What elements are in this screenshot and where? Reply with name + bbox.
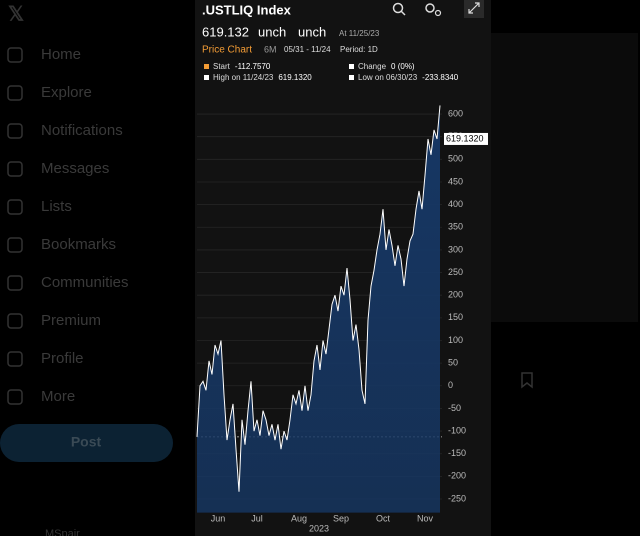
y-tick-label: -150 [448, 448, 466, 458]
x-tick-label: Sep [333, 513, 349, 523]
settings-icon-small[interactable] [434, 9, 442, 17]
y-tick-label: 300 [448, 244, 463, 254]
stat-swatch [349, 64, 354, 69]
nav-icon[interactable] [7, 275, 23, 291]
y-tick-label: 400 [448, 199, 463, 209]
stat-value: -112.7570 [235, 62, 271, 71]
stat-swatch [204, 75, 209, 80]
stat-label: Start [213, 62, 231, 71]
stat-label: Change [358, 62, 387, 71]
y-tick-label: 200 [448, 290, 463, 300]
nav-icon[interactable] [7, 313, 23, 329]
nav-item[interactable]: Premium [41, 312, 101, 329]
stat-swatch [349, 75, 354, 80]
area [197, 105, 440, 513]
x-axis-label: 2023 [309, 523, 329, 533]
nav-item[interactable]: Bookmarks [41, 236, 116, 253]
nav-icon[interactable] [7, 351, 23, 367]
collapse-icon[interactable] [468, 2, 480, 14]
nav-item[interactable]: Messages [41, 160, 109, 177]
y-tick-label: 0 [448, 380, 453, 390]
pct-change: unch [298, 24, 326, 39]
y-tick-label: -200 [448, 471, 466, 481]
collapse-button[interactable] [464, 0, 484, 18]
as-of: At 11/25/23 [339, 29, 380, 38]
search-icon-handle[interactable] [400, 10, 406, 16]
x-tick-label: Jul [251, 513, 263, 523]
nav-item[interactable]: Communities [41, 274, 129, 291]
nav-icon[interactable] [7, 161, 23, 177]
nav-icon[interactable] [7, 85, 23, 101]
value-label: 619.1320 [446, 133, 484, 143]
nav-icon[interactable] [7, 199, 23, 215]
x-tick-label: Oct [376, 513, 391, 523]
value-label-box [444, 132, 488, 145]
x-tick-label: Nov [417, 513, 434, 523]
y-tick-label: 350 [448, 222, 463, 232]
nav-icon[interactable] [7, 47, 23, 63]
x-logo: 𝕏 [8, 3, 24, 25]
y-tick-label: 50 [448, 358, 458, 368]
bookmark-icon[interactable] [521, 372, 533, 389]
stat-label: High on 11/24/23 [213, 73, 274, 82]
y-tick-label: -50 [448, 403, 461, 413]
post-button-label[interactable]: Post [71, 434, 102, 450]
account-name[interactable]: MSpair [45, 528, 80, 536]
range: 6M [264, 44, 277, 54]
settings-icon[interactable] [425, 3, 435, 13]
nav-item[interactable]: Notifications [41, 122, 123, 139]
y-tick-label: -100 [448, 425, 466, 435]
background-panel [490, 33, 638, 322]
nav-icon[interactable] [7, 237, 23, 253]
period: Period: 1D [340, 45, 378, 54]
nav-item[interactable]: More [41, 388, 75, 405]
chart-title: .USTLIQ Index [202, 2, 292, 17]
last-price: 619.132 [202, 24, 249, 39]
net-change: unch [258, 24, 286, 39]
stat-label: Low on 06/30/23 [358, 73, 418, 82]
stat-value: 619.1320 [278, 73, 312, 82]
stat-value: -233.8340 [422, 73, 459, 82]
nav-item[interactable]: Explore [41, 84, 92, 101]
post-button[interactable] [0, 424, 173, 462]
line [196, 105, 441, 492]
y-tick-label: 150 [448, 312, 463, 322]
nav-item[interactable]: Lists [41, 198, 72, 215]
stat-swatch [204, 64, 209, 69]
x-tick-label: Jun [211, 513, 226, 523]
x-tick-label: Aug [291, 513, 307, 523]
nav-item[interactable]: Home [41, 46, 81, 63]
nav-item[interactable]: Profile [41, 350, 84, 367]
chart-label: Price Chart [202, 45, 252, 56]
search-icon[interactable] [392, 2, 404, 14]
y-tick-label: 600 [448, 108, 463, 118]
y-tick-label: 450 [448, 176, 463, 186]
nav-icon[interactable] [7, 389, 23, 405]
y-tick-label: 100 [448, 335, 463, 345]
nav-icon[interactable] [7, 123, 23, 139]
date-range: 05/31 - 11/24 [284, 45, 331, 54]
y-tick-label: 500 [448, 154, 463, 164]
stat-value: 0 (0%) [391, 62, 415, 71]
y-tick-label: 250 [448, 267, 463, 277]
y-tick-label: -250 [448, 493, 466, 503]
